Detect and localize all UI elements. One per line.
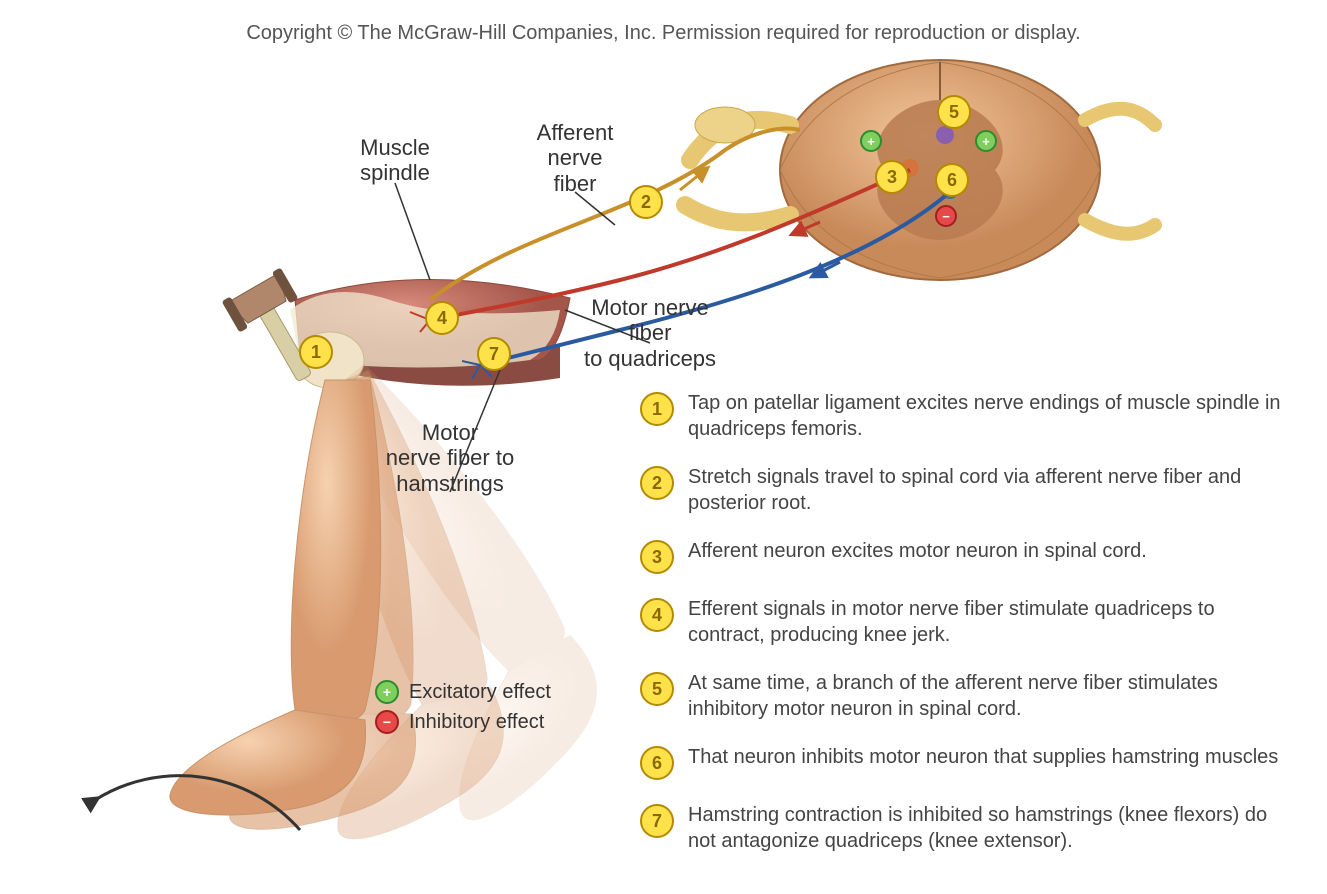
legend: + Excitatory effect − Inhibitory effect — [375, 680, 551, 740]
step-marker-6: 6 — [935, 163, 969, 197]
step-marker-5: 5 — [937, 95, 971, 129]
legend-excitatory-label: Excitatory effect — [409, 681, 551, 704]
step-marker-3: 3 — [875, 160, 909, 194]
label-motor-quad: Motor nerve fiberto quadriceps — [570, 295, 730, 371]
step-marker-3: 3 — [640, 540, 674, 574]
step-7-text: Hamstring contraction is inhibited so ha… — [688, 802, 1290, 854]
copyright-text: Copyright © The McGraw-Hill Companies, I… — [0, 22, 1327, 45]
step-7: 7 Hamstring contraction is inhibited so h… — [640, 802, 1290, 854]
step-1-text: Tap on patellar ligament excites nerve e… — [688, 390, 1290, 442]
step-marker-5: 5 — [640, 672, 674, 706]
step-2: 2 Stretch signals travel to spinal cord v… — [640, 464, 1290, 516]
step-1: 1 Tap on patellar ligament excites nerve … — [640, 390, 1290, 442]
step-marker-4: 4 — [425, 301, 459, 335]
step-6-text: That neuron inhibits motor neuron that s… — [688, 744, 1278, 770]
step-4-text: Efferent signals in motor nerve fiber st… — [688, 596, 1290, 648]
step-3-text: Afferent neuron excites motor neuron in … — [688, 538, 1147, 564]
step-5: 5 At same time, a branch of the afferent … — [640, 670, 1290, 722]
steps-list: 1 Tap on patellar ligament excites nerve … — [640, 390, 1290, 876]
step-5-text: At same time, a branch of the afferent n… — [688, 670, 1290, 722]
thigh — [222, 267, 570, 395]
legend-inhibitory-label: Inhibitory effect — [409, 711, 544, 734]
label-muscle-spindle: Musclespindle — [315, 135, 475, 186]
step-2-text: Stretch signals travel to spinal cord vi… — [688, 464, 1290, 516]
step-marker-1: 1 — [640, 392, 674, 426]
step-4: 4 Efferent signals in motor nerve fiber s… — [640, 596, 1290, 648]
step-marker-4: 4 — [640, 598, 674, 632]
step-marker-7: 7 — [477, 337, 511, 371]
spinal-cord — [685, 60, 1155, 280]
step-3: 3 Afferent neuron excites motor neuron in… — [640, 538, 1290, 574]
label-motor-ham: Motornerve fiber tohamstrings — [370, 420, 530, 496]
step-marker-6: 6 — [640, 746, 674, 780]
excitatory-synapse-icon: + — [860, 130, 882, 152]
step-marker-2: 2 — [640, 466, 674, 500]
step-marker-1: 1 — [299, 335, 333, 369]
inhibitory-synapse-icon: − — [935, 205, 957, 227]
inhibitory-icon: − — [375, 710, 399, 734]
step-6: 6 That neuron inhibits motor neuron that … — [640, 744, 1290, 780]
step-marker-2: 2 — [629, 185, 663, 219]
label-afferent-fiber: Afferentnervefiber — [495, 120, 655, 196]
step-marker-7: 7 — [640, 804, 674, 838]
excitatory-synapse-icon: + — [975, 130, 997, 152]
excitatory-icon: + — [375, 680, 399, 704]
